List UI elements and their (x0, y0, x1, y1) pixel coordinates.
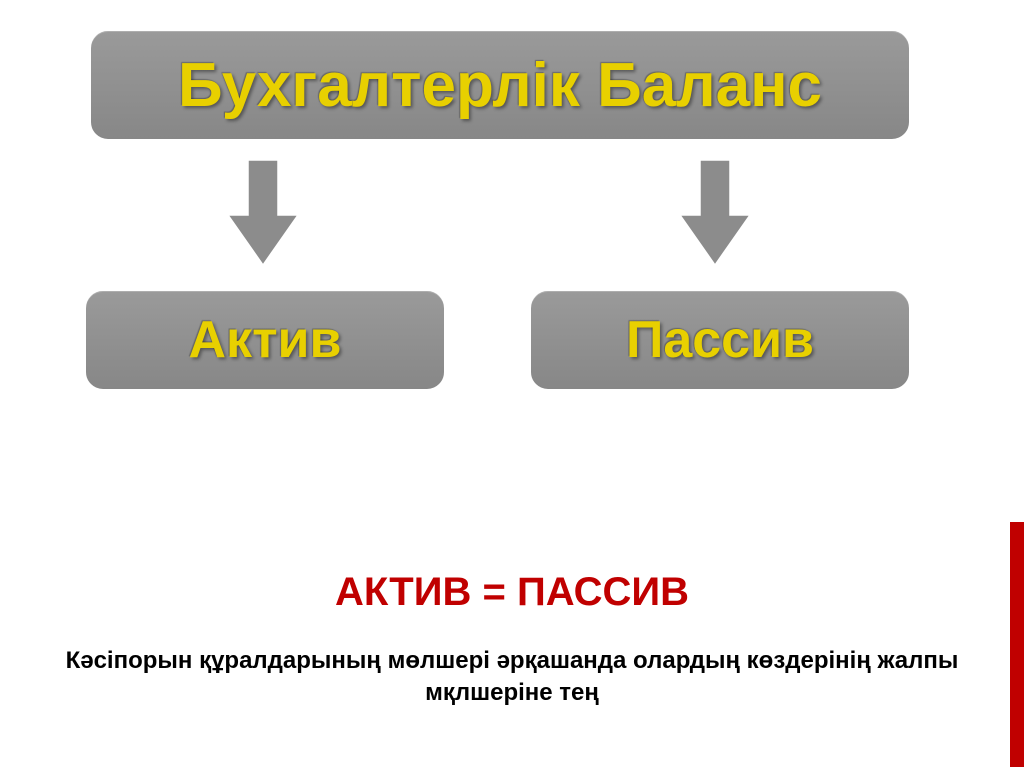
slide-container: Бухгалтерлік Баланс Актив Пассив АКТИВ =… (0, 0, 1024, 767)
equation-text: АКТИВ = ПАССИВ (0, 570, 1024, 615)
child-node-left: Актив (85, 290, 445, 390)
top-node-box: Бухгалтерлік Баланс (90, 30, 910, 140)
description-text: Кәсіпорын құралдарының мөлшері әрқашанда… (0, 645, 1024, 710)
child-node-left-label: Актив (189, 310, 342, 370)
arrow-right-icon (680, 160, 750, 265)
accent-bar (1010, 522, 1024, 767)
arrow-left-icon (228, 160, 298, 265)
child-node-right: Пассив (530, 290, 910, 390)
top-node-label: Бухгалтерлік Баланс (178, 50, 822, 121)
child-node-right-label: Пассив (626, 310, 814, 370)
